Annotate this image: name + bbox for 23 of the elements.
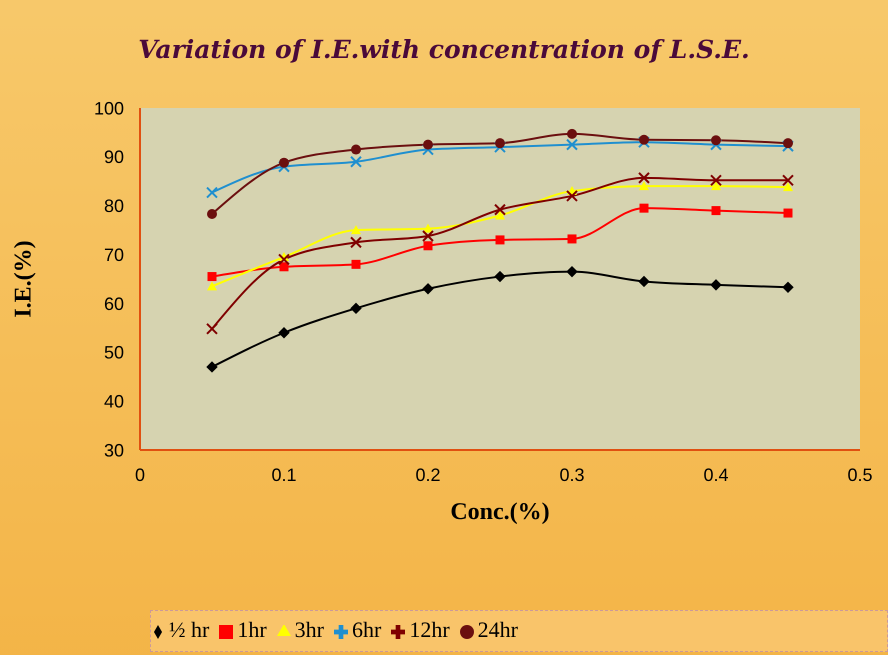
legend-label: 24hr xyxy=(478,617,518,642)
y-tick-label: 80 xyxy=(104,196,124,216)
y-tick-label: 30 xyxy=(104,440,124,460)
x-axis-title: Conc.(%) xyxy=(450,499,550,526)
x-tick-label: 0 xyxy=(134,464,146,485)
x-tick-label: 0.2 xyxy=(415,464,441,485)
legend-label: 3hr xyxy=(294,617,324,642)
y-tick-label: 100 xyxy=(94,98,124,118)
legend-label: ½ hr xyxy=(169,617,210,642)
x-tick-label: 0.3 xyxy=(559,464,585,485)
y-tick-label: 90 xyxy=(104,147,124,168)
legend-label: 6hr xyxy=(352,617,382,642)
y-tick-label: 60 xyxy=(104,294,124,314)
x-tick-label: 0.5 xyxy=(847,464,873,485)
x-tick-label: 0.1 xyxy=(271,464,297,485)
y-tick-label: 40 xyxy=(104,392,124,412)
y-tick-label: 50 xyxy=(104,342,124,363)
y-axis-title: I.E.(%) xyxy=(10,240,37,318)
chart-title: Variation of I.E.with concentration of L.S.E. xyxy=(137,35,751,64)
legend-label: 1hr xyxy=(237,617,267,642)
x-tick-label: 0.4 xyxy=(703,464,729,485)
legend-label: 12hr xyxy=(409,617,450,642)
y-tick-label: 70 xyxy=(104,244,124,265)
